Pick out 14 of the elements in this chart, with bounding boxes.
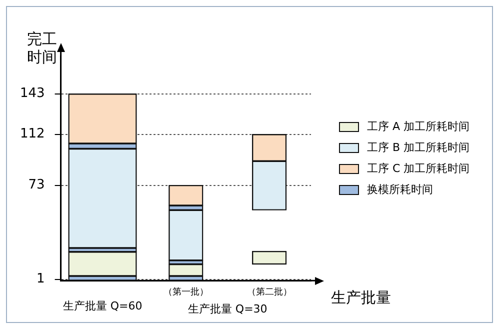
legend-label: 工序 A 加工所耗时间	[367, 119, 470, 134]
y-tick-label: 73	[28, 178, 45, 193]
legend-label: 换模所耗时间	[367, 182, 433, 197]
legend-label: 工序 B 加工所耗时间	[367, 140, 470, 155]
x-axis-title: 生产批量	[331, 288, 391, 306]
x-tick-label: （第一批）	[163, 286, 208, 298]
y-axis-title: 完工时间	[26, 30, 57, 66]
x-tick-label: （第二批）	[246, 286, 292, 298]
y-tick-label: 1	[36, 272, 45, 287]
text: 生产批量 Q=30	[188, 302, 268, 316]
y-tick-label: 112	[20, 126, 45, 142]
x-tick-label: 生产批量 Q=60	[62, 299, 142, 312]
legend-label: 工序 C 加工所耗时间	[367, 161, 470, 176]
y-tick-label: 143	[20, 86, 45, 102]
